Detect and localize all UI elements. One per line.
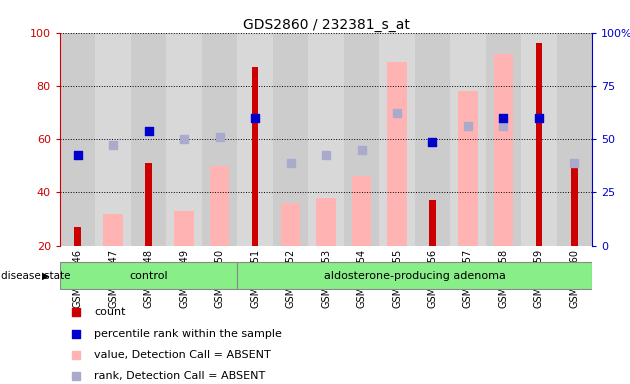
Bar (458, 91, 478, 246)
Bar (450, 33, 486, 246)
Point (72, 152, 83, 158)
Point (357, 147, 367, 153)
Text: rank, Detection Call = ABSENT: rank, Detection Call = ABSENT (94, 371, 266, 381)
Point (466, 72, 476, 78)
Point (427, 139, 437, 145)
Text: count: count (94, 306, 126, 316)
Text: aldosterone-producing adenoma: aldosterone-producing adenoma (324, 270, 506, 281)
Text: ▶: ▶ (42, 270, 50, 281)
Point (534, 115, 544, 121)
Bar (387, 62, 407, 246)
Bar (131, 33, 166, 246)
FancyBboxPatch shape (60, 262, 238, 290)
Bar (175, 211, 194, 246)
Bar (379, 33, 415, 246)
Point (570, 160, 580, 166)
Bar (210, 166, 229, 246)
Bar (415, 33, 450, 246)
Text: value, Detection Call = ABSENT: value, Detection Call = ABSENT (94, 350, 271, 360)
Bar (571, 163, 578, 246)
Bar (557, 33, 592, 246)
Point (466, 265, 476, 271)
Bar (95, 33, 131, 246)
Bar (166, 33, 202, 246)
Point (214, 134, 224, 140)
FancyBboxPatch shape (238, 262, 592, 290)
Point (392, 109, 402, 116)
Bar (352, 177, 371, 246)
Bar (316, 198, 336, 246)
Point (463, 123, 473, 129)
Bar (273, 33, 308, 246)
Bar (202, 33, 238, 246)
Text: percentile rank within the sample: percentile rank within the sample (94, 329, 282, 339)
Point (321, 152, 331, 158)
Bar (486, 33, 521, 246)
Point (498, 123, 508, 129)
Bar (103, 214, 123, 246)
Bar (344, 33, 379, 246)
Point (144, 128, 154, 134)
Title: GDS2860 / 232381_s_at: GDS2860 / 232381_s_at (243, 18, 410, 31)
Point (108, 141, 118, 147)
Point (179, 136, 189, 142)
Bar (429, 200, 436, 246)
Text: disease state: disease state (1, 270, 71, 281)
Bar (536, 43, 542, 246)
Bar (252, 67, 258, 246)
Bar (60, 33, 95, 246)
Bar (521, 33, 557, 246)
Point (250, 115, 260, 121)
Bar (281, 203, 301, 246)
Bar (238, 33, 273, 246)
Bar (74, 227, 81, 246)
Point (285, 160, 295, 166)
Point (498, 115, 508, 121)
Bar (308, 33, 344, 246)
Bar (494, 54, 513, 246)
Text: control: control (129, 270, 168, 281)
Bar (146, 163, 152, 246)
